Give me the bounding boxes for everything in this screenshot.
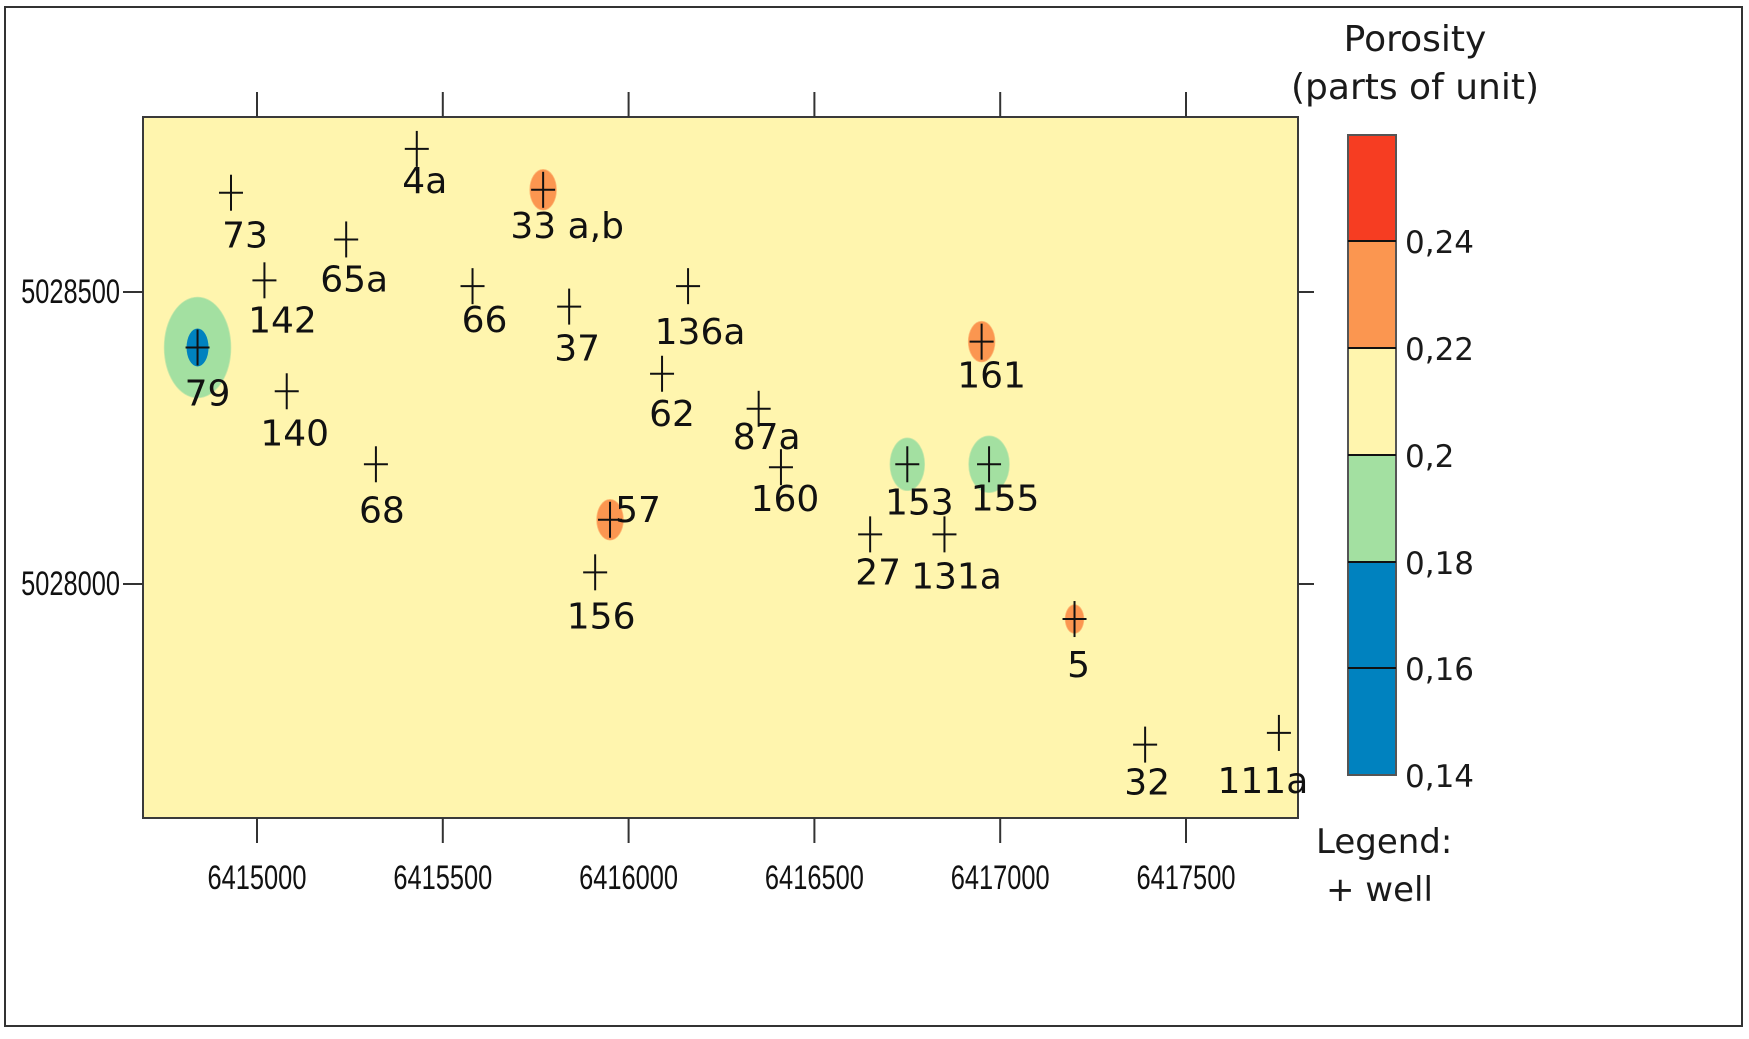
well-marker: 33 a,b bbox=[510, 171, 624, 247]
well-label: 66 bbox=[462, 300, 508, 341]
well-label: 87a bbox=[733, 417, 801, 458]
plot-area bbox=[142, 116, 1299, 819]
well-label: 155 bbox=[971, 478, 1040, 519]
well-label: 79 bbox=[185, 373, 231, 414]
well-label: 136a bbox=[655, 312, 746, 353]
y-tick-label: 5028500 bbox=[21, 274, 120, 311]
colorbar-label: 0,2 bbox=[1405, 439, 1454, 475]
well-label: 5 bbox=[1067, 645, 1090, 686]
y-tick-label: 5028000 bbox=[21, 566, 120, 603]
colorbar-label: 0,24 bbox=[1405, 225, 1474, 261]
well-marker: 73 bbox=[218, 174, 268, 257]
colorbar-band bbox=[1348, 562, 1396, 668]
colorbar-label: 0,18 bbox=[1405, 546, 1474, 582]
well-marker: 57 bbox=[598, 490, 661, 538]
colorbar-band bbox=[1348, 455, 1396, 562]
legend-title-line1: Porosity bbox=[1343, 19, 1487, 60]
legend-title: Porosity (parts of unit) bbox=[1280, 16, 1550, 112]
well-marker: 87a bbox=[733, 390, 801, 458]
well-label: 160 bbox=[751, 479, 820, 520]
well-label: 33 a,b bbox=[510, 206, 624, 247]
colorbar-band bbox=[1348, 241, 1396, 348]
colorbar-band bbox=[1348, 135, 1396, 241]
well-marker: 32 bbox=[1124, 726, 1170, 804]
x-tick-label: 6415500 bbox=[393, 859, 492, 896]
well-label: 153 bbox=[885, 482, 954, 523]
well-marker: 131a bbox=[911, 516, 1002, 597]
colorbar-label: 0,22 bbox=[1405, 332, 1474, 368]
well-label: 37 bbox=[554, 329, 600, 370]
well-label: 27 bbox=[855, 552, 901, 593]
well-marker: 155 bbox=[971, 446, 1040, 519]
well-label: 156 bbox=[567, 596, 636, 637]
well-marker: 27 bbox=[855, 516, 901, 593]
well-label: 68 bbox=[359, 490, 405, 531]
plot-background bbox=[142, 116, 1299, 819]
colorbar: 0,14 0,16 0,18 0,2 0,22 0,24 bbox=[1347, 134, 1474, 795]
well-label: 140 bbox=[260, 413, 329, 454]
colorbar-band bbox=[1348, 668, 1396, 775]
well-label: 62 bbox=[649, 394, 695, 435]
legend-note: Legend: + well bbox=[1316, 818, 1452, 914]
well-marker: 5 bbox=[1062, 601, 1090, 686]
well-marker: 65a bbox=[320, 221, 388, 300]
well-label: 131a bbox=[911, 556, 1002, 597]
well-marker: 136a bbox=[655, 268, 746, 353]
well-label: 32 bbox=[1124, 763, 1170, 804]
well-label: 142 bbox=[248, 300, 317, 341]
well-label: 4a bbox=[402, 161, 447, 202]
x-tick-label: 6417500 bbox=[1137, 859, 1236, 896]
well-marker: 111a bbox=[1218, 714, 1309, 802]
well-label: 57 bbox=[615, 490, 661, 531]
well-marker: 140 bbox=[260, 373, 329, 454]
well-marker: 153 bbox=[885, 446, 954, 523]
x-tick-label: 6416000 bbox=[579, 859, 678, 896]
colorbar-label: 0,16 bbox=[1405, 652, 1474, 688]
well-marker: 156 bbox=[567, 554, 636, 637]
well-label: 73 bbox=[222, 216, 268, 257]
well-marker: 62 bbox=[649, 355, 695, 435]
well-marker: 160 bbox=[751, 449, 820, 520]
well-marker: 37 bbox=[554, 288, 600, 370]
colorbar-band bbox=[1348, 348, 1396, 455]
axes: 6415000 6415500 6416000 6416500 6417000 64175… bbox=[21, 92, 1314, 897]
well-label: 161 bbox=[957, 356, 1026, 397]
well-label: 111a bbox=[1218, 761, 1309, 802]
well-marker: 66 bbox=[460, 268, 508, 341]
x-tick-label: 6417000 bbox=[951, 859, 1050, 896]
well-marker: 142 bbox=[248, 262, 317, 341]
legend-note-well: + well bbox=[1326, 870, 1433, 910]
well-marker: 4a bbox=[402, 130, 447, 202]
x-tick-label: 6415000 bbox=[208, 859, 307, 896]
legend-title-line2: (parts of unit) bbox=[1290, 67, 1539, 108]
well-marker: 161 bbox=[957, 323, 1026, 397]
x-tick-label: 6416500 bbox=[765, 859, 864, 896]
legend-note-title: Legend: bbox=[1316, 822, 1453, 862]
well-marker: 79 bbox=[185, 329, 231, 414]
colorbar-label: 0,14 bbox=[1405, 759, 1474, 795]
well-marker: 68 bbox=[359, 446, 405, 531]
well-label: 65a bbox=[320, 259, 388, 300]
